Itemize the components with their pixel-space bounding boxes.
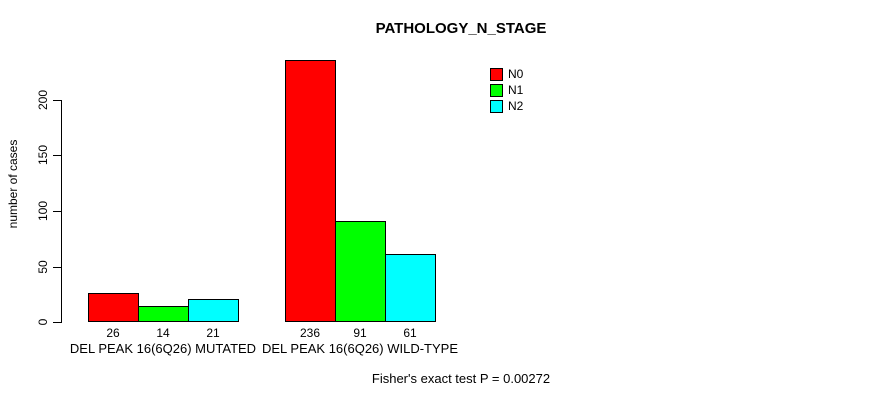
bar-n1-group0 — [138, 306, 189, 322]
bar-n2-group0 — [188, 299, 239, 322]
y-tick-label-150: 150 — [36, 144, 50, 166]
bar-n1-group1 — [335, 221, 386, 322]
bar-count-n1-group0: 14 — [156, 326, 170, 340]
y-tick-label-100: 100 — [36, 200, 50, 222]
y-axis-line — [61, 100, 62, 323]
bar-count-n2-group0: 21 — [206, 326, 220, 340]
legend-item-n0: N0 — [490, 66, 523, 82]
legend-label-n1: N1 — [508, 82, 524, 97]
bar-n0-group1 — [285, 60, 336, 322]
y-tick-150 — [53, 155, 61, 156]
legend-swatch-n0 — [490, 67, 503, 81]
bar-count-n2-group1: 61 — [403, 326, 417, 340]
y-tick-200 — [53, 100, 61, 101]
y-axis-title: number of cases — [6, 139, 20, 229]
legend-swatch-n2 — [490, 99, 503, 113]
y-tick-100 — [53, 211, 61, 212]
legend-label-n2: N2 — [508, 98, 524, 113]
chart-title: PATHOLOGY_N_STAGE — [375, 20, 547, 37]
y-tick-label-0: 0 — [36, 318, 50, 326]
legend-label-n0: N0 — [508, 66, 524, 81]
bar-count-n0-group0: 26 — [106, 326, 120, 340]
y-tick-50 — [53, 267, 61, 268]
bar-count-n1-group1: 91 — [353, 326, 367, 340]
category-label-mutated: DEL PEAK 16(6Q26) MUTATED — [69, 341, 257, 356]
y-tick-label-200: 200 — [36, 89, 50, 111]
legend-item-n2: N2 — [490, 98, 523, 114]
bar-count-n0-group1: 236 — [299, 326, 321, 340]
y-tick-0 — [53, 322, 61, 323]
y-tick-label-50: 50 — [36, 260, 50, 274]
category-label-wild-type: DEL PEAK 16(6Q26) WILD-TYPE — [261, 341, 459, 356]
legend-item-n1: N1 — [490, 82, 523, 98]
legend-swatch-n1 — [490, 83, 503, 97]
bar-n0-group0 — [88, 293, 139, 322]
bar-n2-group1 — [385, 254, 436, 322]
annotation-fisher-test: Fisher's exact test P = 0.00272 — [371, 371, 551, 386]
